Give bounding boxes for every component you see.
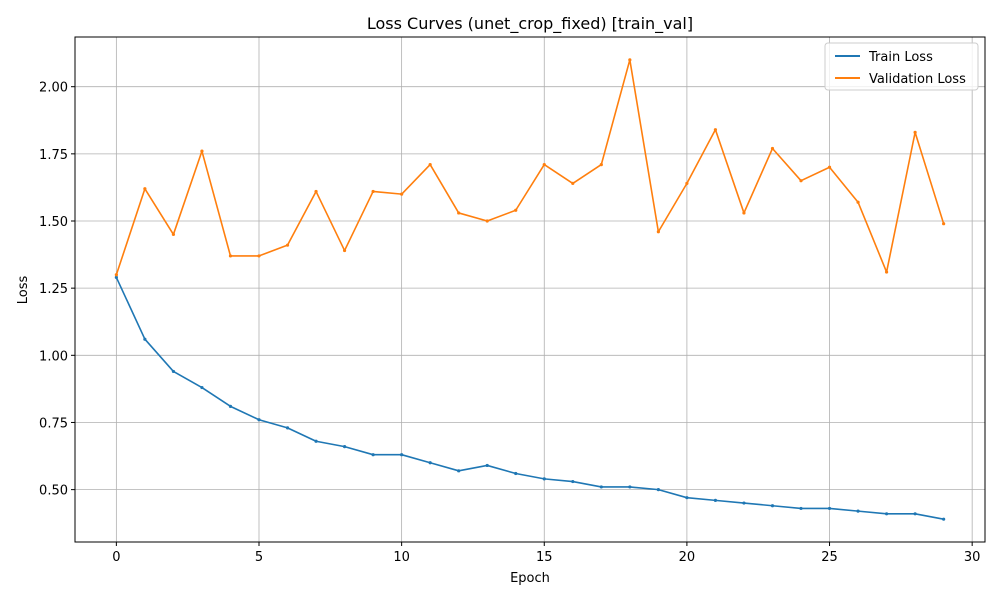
- data-point: [628, 485, 632, 489]
- data-point: [342, 445, 347, 449]
- data-point: [542, 477, 546, 481]
- data-point: [485, 219, 489, 223]
- data-point: [742, 501, 746, 505]
- data-point: [685, 496, 689, 500]
- data-point: [400, 453, 404, 457]
- data-point: [285, 426, 290, 430]
- series-layer: [114, 58, 946, 521]
- data-point: [827, 165, 832, 169]
- data-point: [656, 488, 660, 492]
- data-point: [171, 232, 176, 237]
- y-tick-label: 1.00: [39, 349, 68, 364]
- data-point: [257, 418, 261, 422]
- series-line-validation-loss: [115, 59, 945, 275]
- data-point: [457, 469, 461, 473]
- data-point: [143, 337, 147, 341]
- data-point: [114, 273, 118, 277]
- series-points-train-loss: [114, 275, 946, 521]
- data-point: [457, 211, 461, 215]
- data-point: [884, 270, 889, 274]
- data-point: [685, 181, 689, 185]
- data-point: [428, 162, 432, 167]
- data-point: [713, 128, 718, 132]
- data-point: [228, 254, 233, 258]
- data-point: [143, 187, 147, 191]
- data-point: [114, 275, 118, 280]
- data-point: [913, 130, 917, 134]
- data-point: [942, 517, 946, 521]
- x-tick-label: 10: [393, 550, 410, 565]
- data-point: [171, 369, 176, 374]
- data-point: [713, 498, 718, 502]
- y-tick-label: 2.00: [39, 81, 68, 96]
- data-point: [599, 485, 603, 489]
- series-line-train-loss: [115, 277, 944, 520]
- data-point: [314, 439, 318, 443]
- data-point: [400, 192, 404, 196]
- y-axis-label: Loss: [16, 276, 31, 305]
- y-axis: 0.50 0.75 1.00 1.25 1.50 1.75 2.00: [39, 81, 75, 499]
- data-point: [371, 453, 375, 457]
- data-point: [571, 181, 575, 185]
- x-tick-label: 20: [679, 550, 696, 565]
- x-axis-label: Epoch: [510, 571, 550, 586]
- data-point: [485, 463, 489, 468]
- x-tick-label: 5: [255, 550, 263, 565]
- y-tick-label: 1.75: [39, 148, 68, 163]
- data-point: [571, 479, 575, 484]
- data-point: [799, 506, 803, 511]
- data-point: [599, 162, 603, 167]
- data-point: [200, 385, 204, 390]
- legend-box: [824, 42, 979, 91]
- data-point: [827, 506, 832, 511]
- data-point: [228, 404, 233, 408]
- y-tick-label: 1.25: [39, 282, 68, 297]
- x-tick-label: 0: [112, 550, 120, 565]
- data-point: [884, 512, 889, 516]
- data-point: [799, 179, 803, 183]
- data-point: [913, 512, 917, 516]
- data-point: [285, 243, 290, 247]
- data-point: [514, 208, 518, 212]
- data-point: [770, 504, 775, 508]
- data-point: [542, 162, 546, 167]
- series-points-validation-loss: [114, 58, 946, 277]
- grid: [75, 37, 985, 542]
- data-point: [856, 509, 860, 513]
- x-tick-label: 25: [821, 550, 838, 565]
- y-tick-label: 1.50: [39, 215, 68, 230]
- data-point: [628, 58, 632, 62]
- data-point: [342, 248, 347, 253]
- data-point: [514, 471, 518, 476]
- chart-title: Loss Curves (unet_crop_fixed) [train_val…: [367, 14, 693, 34]
- data-point: [742, 211, 746, 215]
- y-tick-label: 0.75: [39, 416, 68, 431]
- x-axis: 0 5 10 15 20 25 30: [112, 542, 980, 565]
- data-point: [770, 146, 775, 151]
- x-tick-label: 30: [964, 550, 981, 565]
- data-point: [371, 189, 375, 194]
- x-tick-label: 15: [536, 550, 553, 565]
- data-point: [656, 230, 660, 234]
- data-point: [428, 461, 432, 465]
- legend: Train Loss Validation Loss: [824, 42, 979, 91]
- legend-label-train-loss: Train Loss: [868, 50, 933, 65]
- y-tick-label: 0.50: [39, 484, 68, 499]
- legend-label-validation-loss: Validation Loss: [869, 72, 966, 87]
- data-point: [314, 189, 318, 194]
- data-point: [200, 149, 204, 153]
- data-point: [856, 200, 860, 204]
- plot-frame: [74, 36, 986, 543]
- data-point: [942, 222, 946, 226]
- data-point: [257, 254, 261, 258]
